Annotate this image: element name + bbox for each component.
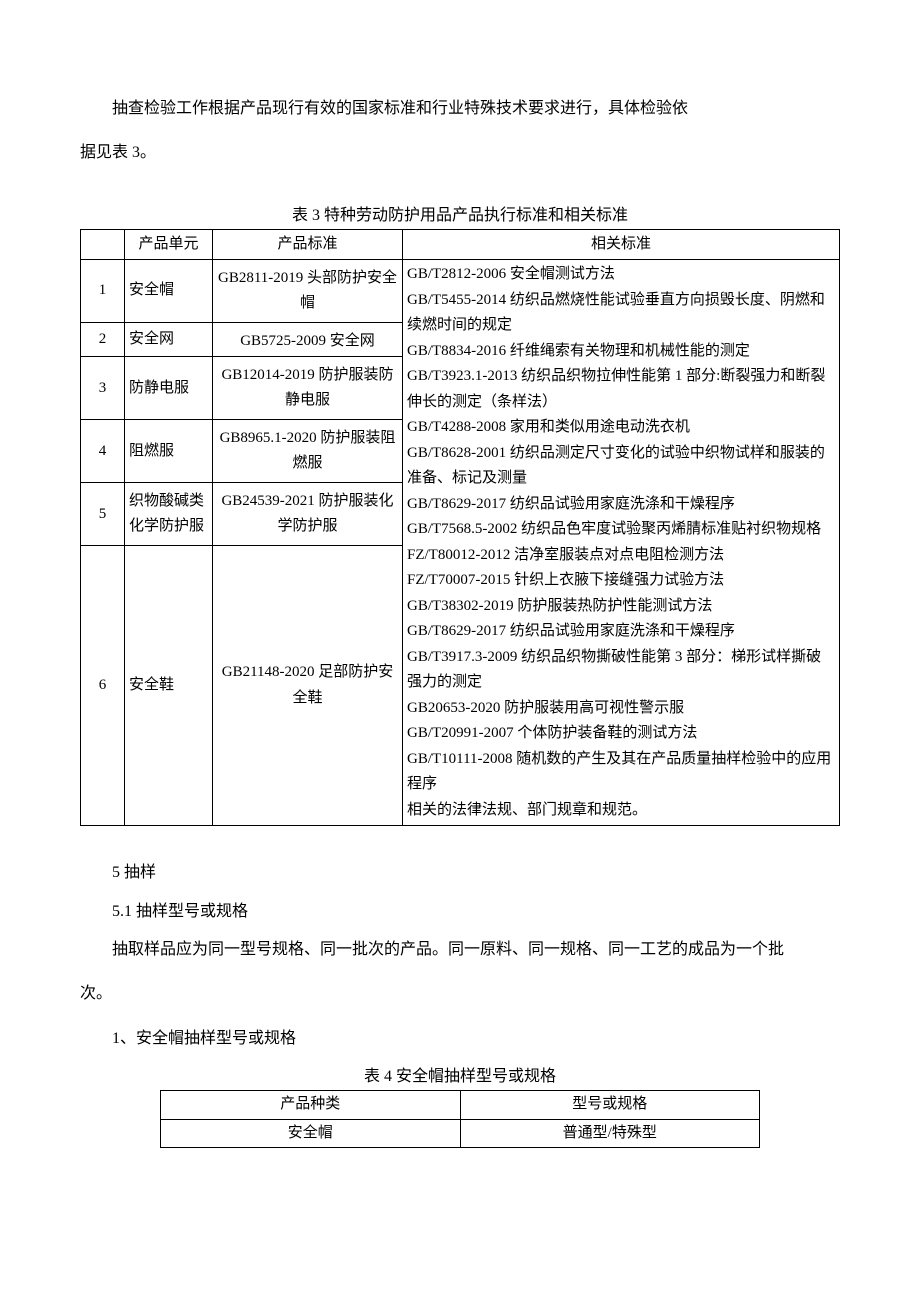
cell-std: GB2811-2019 头部防护安全帽 bbox=[213, 260, 403, 323]
cell-std: GB24539-2021 防护服装化学防护服 bbox=[213, 483, 403, 546]
header-std: 产品标准 bbox=[213, 229, 403, 260]
intro-paragraph-2: 据见表 3。 bbox=[80, 134, 840, 172]
cell-idx: 1 bbox=[81, 260, 125, 323]
section5-item1: 1、安全帽抽样型号或规格 bbox=[80, 1020, 840, 1058]
cell-idx: 5 bbox=[81, 483, 125, 546]
intro-paragraph-1: 抽查检验工作根据产品现行有效的国家标准和行业特殊技术要求进行，具体检验依 bbox=[80, 90, 840, 128]
header-unit: 产品单元 bbox=[125, 229, 213, 260]
cell-unit: 安全鞋 bbox=[125, 546, 213, 826]
table4-caption: 表 4 安全帽抽样型号或规格 bbox=[80, 1062, 840, 1086]
cell-spec: 普通型/特殊型 bbox=[460, 1119, 760, 1148]
cell-std: GB21148-2020 足部防护安全鞋 bbox=[213, 546, 403, 826]
table-row: 1 安全帽 GB2811-2019 头部防护安全帽 GB/T2812-2006 … bbox=[81, 260, 840, 323]
table4-header-row: 产品种类 型号或规格 bbox=[161, 1091, 760, 1120]
cell-unit: 安全网 bbox=[125, 323, 213, 357]
header-kind: 产品种类 bbox=[161, 1091, 461, 1120]
cell-idx: 2 bbox=[81, 323, 125, 357]
cell-idx: 6 bbox=[81, 546, 125, 826]
section5-sub: 5.1 抽样型号或规格 bbox=[80, 893, 840, 931]
cell-kind: 安全帽 bbox=[161, 1119, 461, 1148]
section5-para1: 抽取样品应为同一型号规格、同一批次的产品。同一原料、同一规格、同一工艺的成品为一… bbox=[80, 931, 840, 969]
cell-std: GB8965.1-2020 防护服装阻燃服 bbox=[213, 420, 403, 483]
table3-header-row: 产品单元 产品标准 相关标准 bbox=[81, 229, 840, 260]
cell-unit: 安全帽 bbox=[125, 260, 213, 323]
table-row: 安全帽 普通型/特殊型 bbox=[161, 1119, 760, 1148]
cell-idx: 4 bbox=[81, 420, 125, 483]
section5-para2: 次。 bbox=[80, 975, 840, 1013]
table4-spec: 产品种类 型号或规格 安全帽 普通型/特殊型 bbox=[160, 1090, 760, 1148]
table3-caption: 表 3 特种劳动防护用品产品执行标准和相关标准 bbox=[80, 201, 840, 225]
cell-idx: 3 bbox=[81, 357, 125, 420]
cell-related-block: GB/T2812-2006 安全帽测试方法 GB/T5455-2014 纺织品燃… bbox=[403, 260, 840, 826]
header-blank bbox=[81, 229, 125, 260]
header-spec: 型号或规格 bbox=[460, 1091, 760, 1120]
cell-unit: 防静电服 bbox=[125, 357, 213, 420]
cell-std: GB5725-2009 安全网 bbox=[213, 323, 403, 357]
cell-unit: 阻燃服 bbox=[125, 420, 213, 483]
cell-std: GB12014-2019 防护服装防静电服 bbox=[213, 357, 403, 420]
table3-standards: 产品单元 产品标准 相关标准 1 安全帽 GB2811-2019 头部防护安全帽… bbox=[80, 229, 840, 827]
cell-unit: 织物酸碱类化学防护服 bbox=[125, 483, 213, 546]
section5-head: 5 抽样 bbox=[80, 854, 840, 892]
header-related: 相关标准 bbox=[403, 229, 840, 260]
